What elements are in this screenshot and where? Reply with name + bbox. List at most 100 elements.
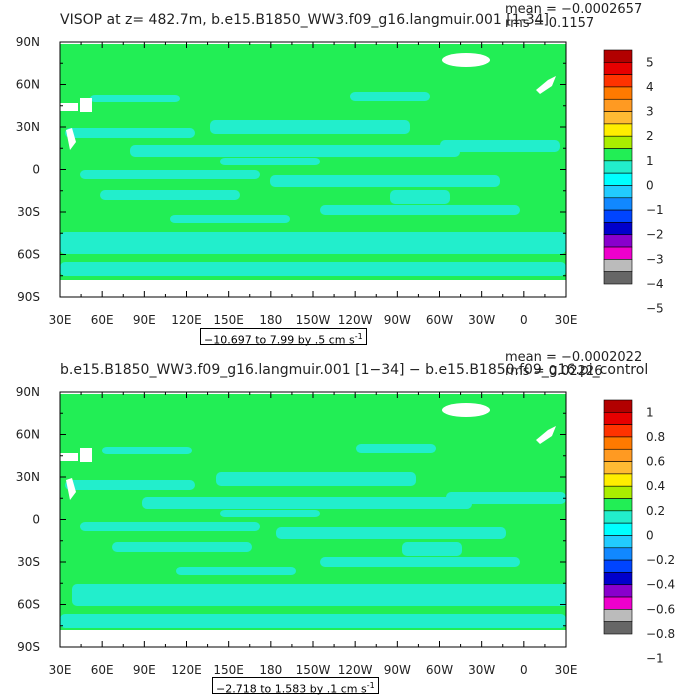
- field-band: [170, 215, 290, 223]
- land-patch: [536, 426, 556, 444]
- colorbar-label: −0.6: [646, 602, 675, 616]
- mean-label: mean = −0.0002022: [505, 350, 643, 365]
- field-band: [65, 128, 195, 138]
- y-tick-label: 30S: [17, 555, 40, 569]
- colorbar-swatch: [603, 510, 633, 524]
- x-tick-label: 0: [520, 663, 528, 677]
- x-tick-label: 60W: [426, 313, 453, 327]
- field-band: [112, 542, 252, 552]
- x-tick-label: 90W: [384, 663, 411, 677]
- panel-bottom: b.e15.B1850_WW3.f09_g16.langmuir.001 [1−…: [0, 350, 700, 700]
- colorbar-swatch: [603, 98, 633, 112]
- colorbar-swatch: [603, 123, 633, 137]
- colorbar-swatch: [603, 609, 633, 622]
- colorbar-swatch: [603, 522, 633, 536]
- field-band: [320, 557, 520, 567]
- y-tick-label: 90S: [17, 290, 40, 304]
- colorbar-swatch: [603, 49, 633, 63]
- x-tick-label: 90E: [133, 313, 156, 327]
- mean-label: mean = −0.0002657: [505, 2, 643, 17]
- colorbar-swatch: [603, 74, 633, 88]
- colorbar-label: −0.4: [646, 578, 675, 592]
- colorbar-swatch: [603, 584, 633, 598]
- field-band: [130, 145, 460, 157]
- colorbar-label: −1: [646, 652, 664, 666]
- x-tick-label: 60E: [91, 313, 114, 327]
- field-band: [402, 542, 462, 556]
- panel-top: VISOP at z= 482.7m, b.e15.B1850_WW3.f09_…: [16, 2, 664, 347]
- colorbar-swatch: [603, 448, 633, 462]
- y-tick-label: 60S: [17, 598, 40, 612]
- colorbar-swatch: [603, 596, 633, 610]
- y-tick-label: 30S: [17, 205, 40, 219]
- colorbar-swatch: [603, 246, 633, 260]
- colorbar-label: 2: [646, 129, 654, 143]
- colorbar-swatch: [603, 86, 633, 100]
- x-tick-label: 30W: [468, 663, 495, 677]
- field-band: [65, 480, 195, 490]
- y-tick-label: 90N: [16, 35, 40, 49]
- y-tick-label: 30N: [16, 470, 40, 484]
- land-patch: [80, 98, 92, 112]
- field-band: [142, 497, 472, 509]
- colorbar-swatch: [603, 148, 633, 162]
- x-tick-label: 150E: [213, 313, 244, 327]
- x-tick-label: 90E: [133, 663, 156, 677]
- x-tick-label: 120E: [171, 663, 202, 677]
- colorbar-swatch: [603, 197, 633, 211]
- x-tick-label: 150W: [296, 663, 331, 677]
- colorbar-swatch: [603, 172, 633, 186]
- colorbar-swatch: [603, 436, 633, 450]
- colorbar-swatch: [603, 547, 633, 561]
- contour-range-box: −10.697 to 7.99 by .5 cm s-1: [200, 328, 367, 347]
- x-tick-label: 120W: [338, 313, 373, 327]
- colorbar-label: −4: [646, 277, 664, 291]
- rms-label: rms = 0.1157: [505, 16, 595, 31]
- chart-title: VISOP at z= 482.7m, b.e15.B1850_WW3.f09_…: [60, 12, 549, 28]
- colorbar-swatch: [603, 234, 633, 248]
- chart-title: b.e15.B1850_WW3.f09_g16.langmuir.001 [1−…: [60, 362, 649, 378]
- colorbar-swatch: [603, 412, 633, 425]
- x-tick-label: 30E: [49, 313, 72, 327]
- colorbar-label: −5: [646, 302, 664, 316]
- colorbar-swatch: [603, 62, 633, 75]
- rms-label: rms = 0.02226: [505, 364, 603, 379]
- land-patch: [442, 53, 490, 67]
- field-band: [440, 140, 560, 152]
- colorbar-swatch: [603, 135, 633, 149]
- colorbar-label: −1: [646, 203, 664, 217]
- colorbar-label: −2: [646, 228, 664, 242]
- field-band: [60, 262, 566, 276]
- x-tick-label: 0: [520, 313, 528, 327]
- land-patch: [60, 103, 78, 111]
- field-band: [80, 170, 260, 179]
- x-tick-label: 150W: [296, 313, 331, 327]
- colorbar-swatch: [603, 399, 633, 413]
- x-tick-label: 150E: [213, 663, 244, 677]
- field-band: [176, 567, 296, 575]
- field-band: [356, 444, 436, 453]
- x-tick-label: 60W: [426, 663, 453, 677]
- colorbar-swatch: [603, 185, 633, 199]
- field-band: [390, 190, 450, 204]
- field-band: [276, 527, 506, 539]
- y-tick-label: 0: [32, 513, 40, 527]
- field-band: [446, 492, 566, 504]
- x-tick-label: 90W: [384, 313, 411, 327]
- colorbar-label: 5: [646, 55, 654, 69]
- colorbar-label: 0: [646, 528, 654, 542]
- x-tick-label: 30E: [49, 663, 72, 677]
- colorbar-swatch: [603, 271, 633, 285]
- x-tick-label: 30E: [555, 663, 578, 677]
- y-tick-label: 60N: [16, 78, 40, 92]
- x-tick-label: 120E: [171, 313, 202, 327]
- field-band: [60, 614, 566, 628]
- field-band: [350, 92, 430, 101]
- field-band: [102, 447, 192, 454]
- field-layer: [60, 44, 566, 297]
- colorbar-swatch: [603, 461, 633, 475]
- y-tick-label: 30N: [16, 120, 40, 134]
- land-patch: [60, 453, 78, 461]
- colorbar-swatch: [603, 111, 633, 125]
- colorbar-swatch: [603, 209, 633, 223]
